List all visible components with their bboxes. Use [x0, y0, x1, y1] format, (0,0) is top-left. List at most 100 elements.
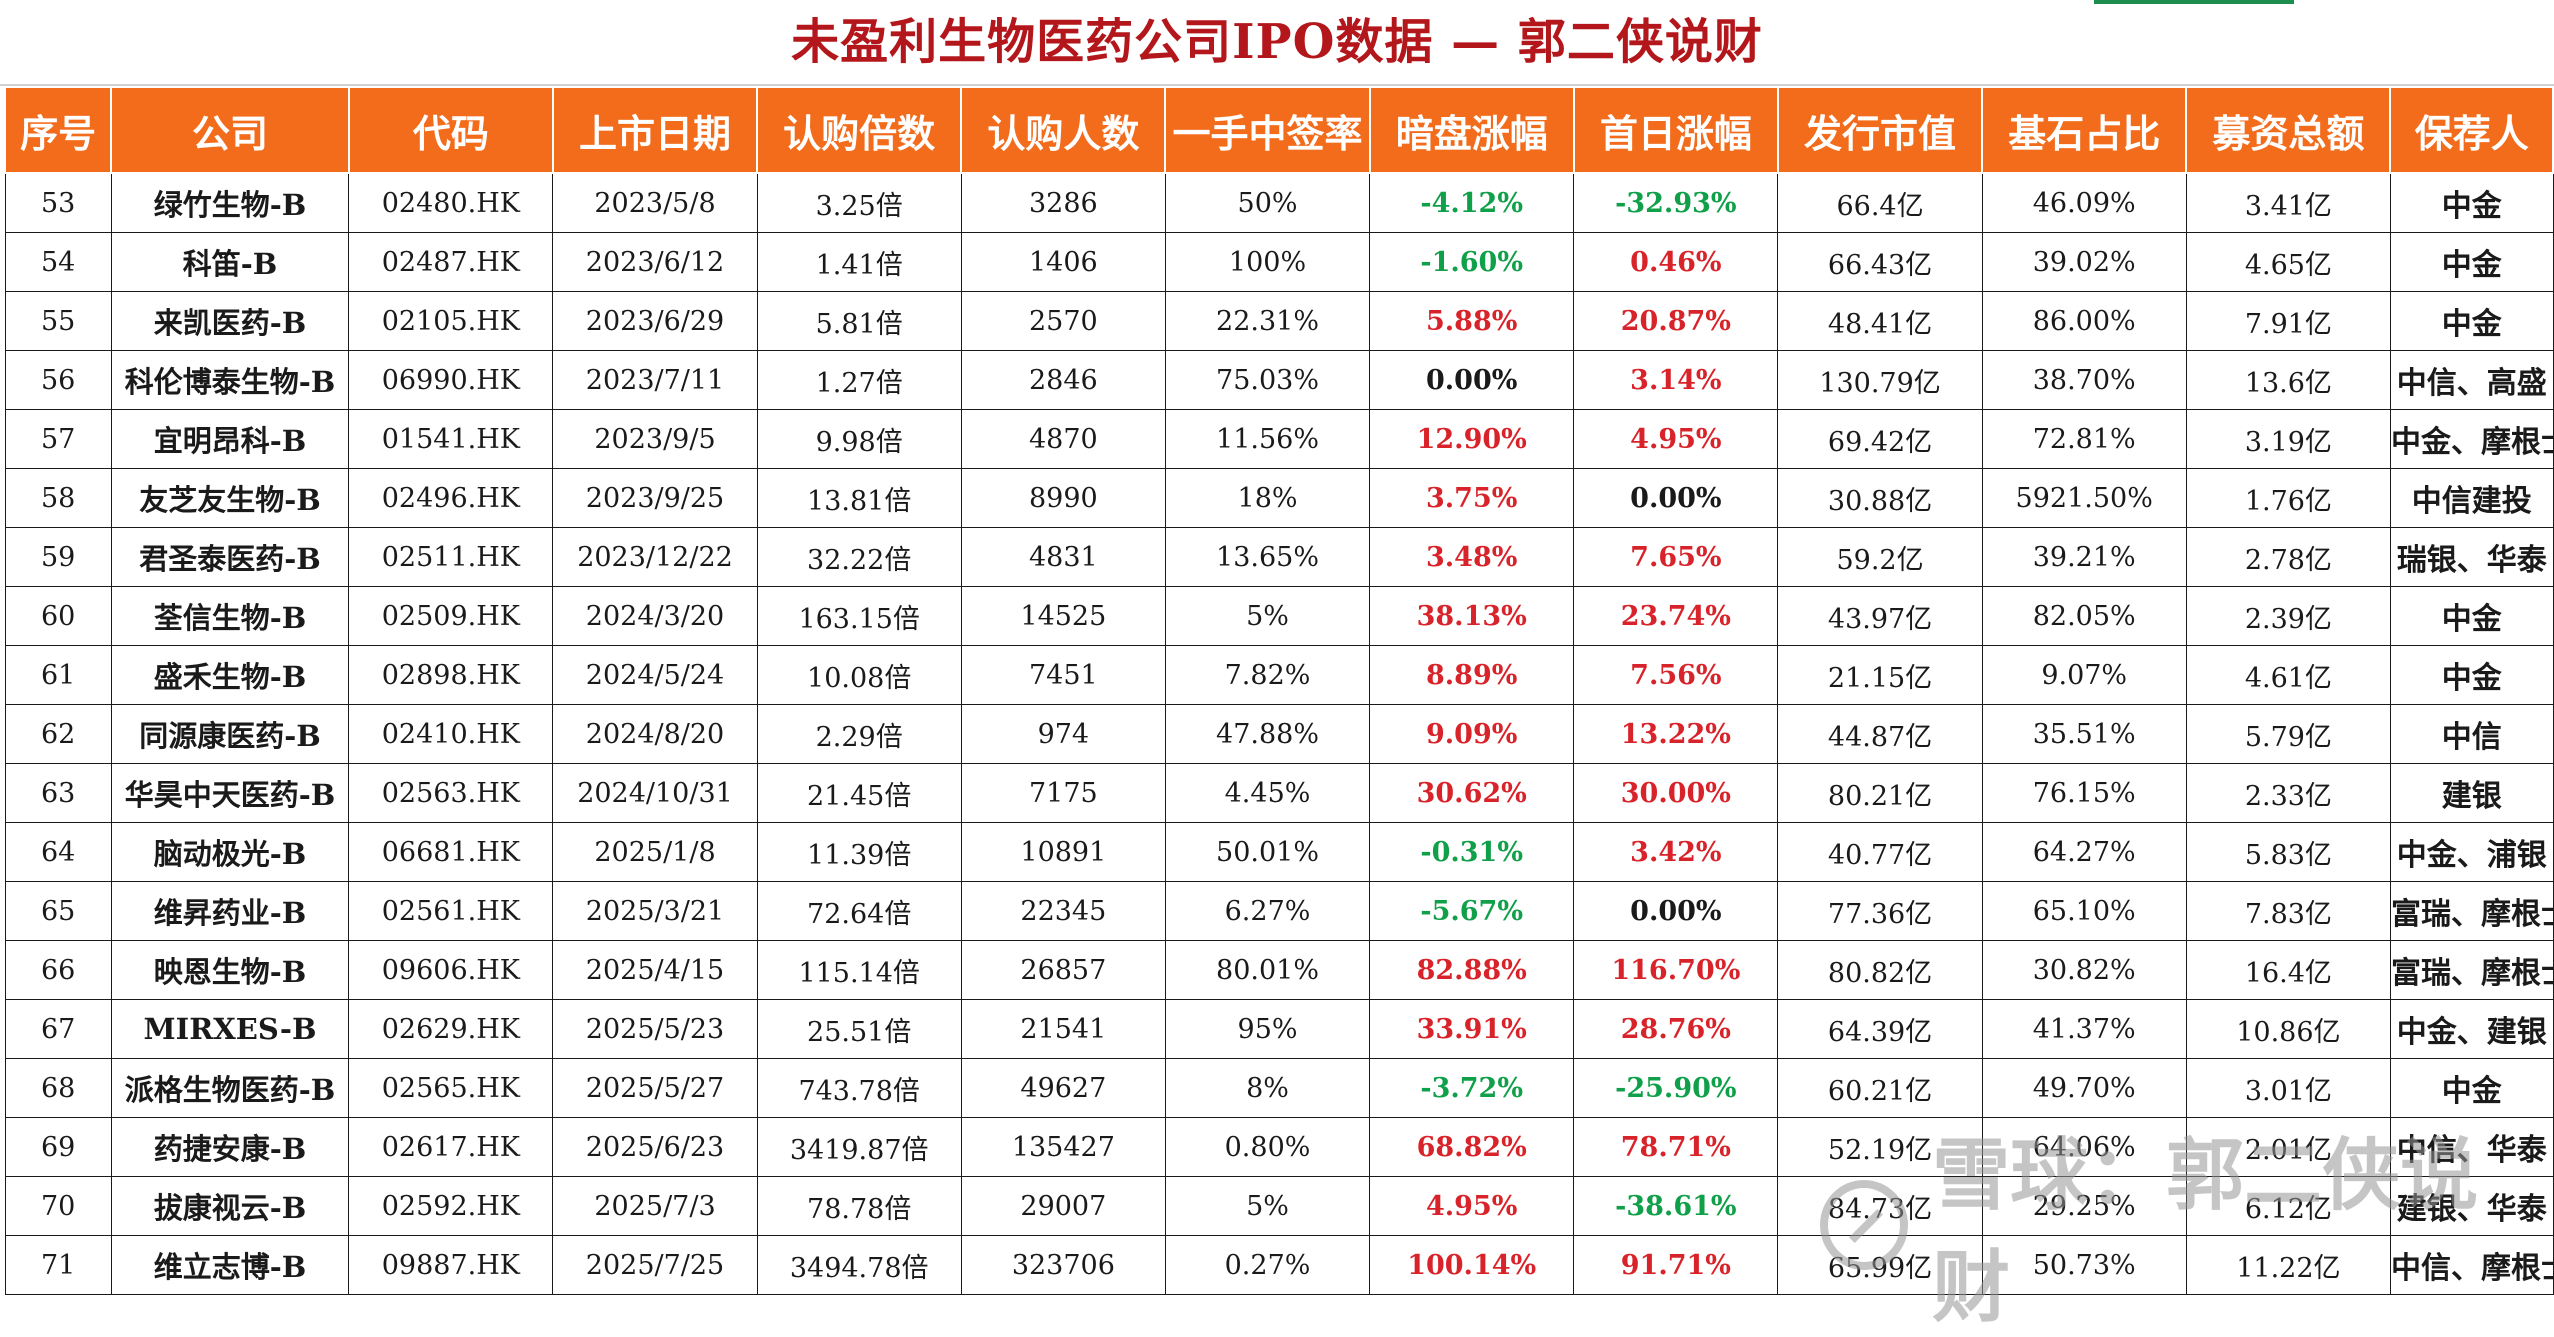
cell-subscriber-count[interactable]: 135427 [960, 1117, 1166, 1177]
cell-code[interactable]: 02487.HK [348, 232, 554, 292]
cell-code[interactable]: 09887.HK [348, 1235, 554, 1295]
cell-first-day-change[interactable]: 0.00% [1573, 468, 1779, 528]
cell-market-cap[interactable]: 40.77亿 [1777, 822, 1983, 882]
cell-first-day-change[interactable]: 78.71% [1573, 1117, 1779, 1177]
cell-listing-date[interactable]: 2023/5/8 [552, 172, 758, 233]
cell-market-cap[interactable]: 77.36亿 [1777, 881, 1983, 941]
cell-grey-market-change[interactable]: -3.72% [1369, 1058, 1575, 1118]
cell-subscriber-count[interactable]: 2846 [960, 350, 1166, 410]
cell-market-cap[interactable]: 48.41亿 [1777, 291, 1983, 351]
cell-funds-raised[interactable]: 16.4亿 [2185, 940, 2391, 1000]
cell-first-day-change[interactable]: 4.95% [1573, 409, 1779, 469]
cell-funds-raised[interactable]: 2.33亿 [2185, 763, 2391, 823]
cell-listing-date[interactable]: 2025/5/23 [552, 999, 758, 1059]
cell-sponsor[interactable]: 中金 [2389, 232, 2554, 292]
table-row[interactable]: 64 脑动极光-B 06681.HK 2025/1/8 11.39倍 10891 50.01… [4, 822, 2554, 882]
cell-one-lot-rate[interactable]: 18% [1164, 468, 1371, 528]
cell-grey-market-change[interactable]: 30.62% [1369, 763, 1575, 823]
cell-market-cap[interactable]: 44.87亿 [1777, 704, 1983, 764]
cell-subscription-multiple[interactable]: 10.08倍 [756, 645, 962, 705]
cell-cornerstone-ratio[interactable]: 41.37% [1981, 999, 2187, 1059]
cell-index[interactable]: 69 [4, 1117, 112, 1177]
cell-one-lot-rate[interactable]: 50% [1164, 172, 1371, 233]
cell-subscription-multiple[interactable]: 2.29倍 [756, 704, 962, 764]
cell-subscriber-count[interactable]: 4831 [960, 527, 1166, 587]
table-row[interactable]: 62 同源康医药-B 02410.HK 2024/8/20 2.29倍 974 47.88%… [4, 704, 2554, 764]
cell-sponsor[interactable]: 中金、建银 [2389, 999, 2554, 1059]
cell-one-lot-rate[interactable]: 80.01% [1164, 940, 1371, 1000]
cell-grey-market-change[interactable]: -1.60% [1369, 232, 1575, 292]
cell-one-lot-rate[interactable]: 47.88% [1164, 704, 1371, 764]
cell-cornerstone-ratio[interactable]: 49.70% [1981, 1058, 2187, 1118]
cell-index[interactable]: 62 [4, 704, 112, 764]
cell-funds-raised[interactable]: 5.79亿 [2185, 704, 2391, 764]
cell-cornerstone-ratio[interactable]: 29.25% [1981, 1176, 2187, 1236]
cell-company[interactable]: 盛禾生物-B [110, 645, 350, 705]
table-row[interactable]: 58 友芝友生物-B 02496.HK 2023/9/25 13.81倍 8990 18% 3… [4, 468, 2554, 528]
cell-funds-raised[interactable]: 2.78亿 [2185, 527, 2391, 587]
cell-funds-raised[interactable]: 3.41亿 [2185, 172, 2391, 233]
cell-one-lot-rate[interactable]: 5% [1164, 586, 1371, 646]
col-header-subscriber-count[interactable]: 认购人数 [960, 86, 1167, 174]
cell-subscriber-count[interactable]: 14525 [960, 586, 1166, 646]
cell-one-lot-rate[interactable]: 4.45% [1164, 763, 1371, 823]
table-row[interactable]: 69 药捷安康-B 02617.HK 2025/6/23 3419.87倍 135427 0… [4, 1117, 2554, 1177]
cell-company[interactable]: MIRXES-B [110, 999, 350, 1059]
cell-market-cap[interactable]: 21.15亿 [1777, 645, 1983, 705]
cell-listing-date[interactable]: 2024/3/20 [552, 586, 758, 646]
table-row[interactable]: 71 维立志博-B 09887.HK 2025/7/25 3494.78倍 323706 0… [4, 1235, 2554, 1295]
cell-first-day-change[interactable]: 91.71% [1573, 1235, 1779, 1295]
cell-index[interactable]: 58 [4, 468, 112, 528]
cell-company[interactable]: 科伦博泰生物-B [110, 350, 350, 410]
cell-code[interactable]: 06990.HK [348, 350, 554, 410]
col-header-market-cap[interactable]: 发行市值 [1776, 86, 1984, 174]
cell-subscription-multiple[interactable]: 5.81倍 [756, 291, 962, 351]
cell-listing-date[interactable]: 2023/12/22 [552, 527, 758, 587]
table-row[interactable]: 60 荃信生物-B 02509.HK 2024/3/20 163.15倍 14525 5% 3… [4, 586, 2554, 646]
cell-market-cap[interactable]: 60.21亿 [1777, 1058, 1983, 1118]
cell-first-day-change[interactable]: 20.87% [1573, 291, 1779, 351]
cell-sponsor[interactable]: 富瑞、摩根士丹利 [2389, 881, 2554, 941]
cell-subscriber-count[interactable]: 10891 [960, 822, 1166, 882]
cell-code[interactable]: 02480.HK [348, 172, 554, 233]
cell-subscription-multiple[interactable]: 11.39倍 [756, 822, 962, 882]
cell-subscriber-count[interactable]: 7451 [960, 645, 1166, 705]
cell-one-lot-rate[interactable]: 11.56% [1164, 409, 1371, 469]
cell-market-cap[interactable]: 80.82亿 [1777, 940, 1983, 1000]
cell-index[interactable]: 67 [4, 999, 112, 1059]
cell-sponsor[interactable]: 中信、高盛 [2389, 350, 2554, 410]
cell-sponsor[interactable]: 中信建投 [2389, 468, 2554, 528]
cell-sponsor[interactable]: 中信 [2389, 704, 2554, 764]
table-row[interactable]: 56 科伦博泰生物-B 06990.HK 2023/7/11 1.27倍 2846 75.0… [4, 350, 2554, 410]
cell-listing-date[interactable]: 2023/6/12 [552, 232, 758, 292]
cell-sponsor[interactable]: 中金 [2389, 586, 2554, 646]
cell-code[interactable]: 02898.HK [348, 645, 554, 705]
cell-first-day-change[interactable]: -32.93% [1573, 172, 1779, 233]
cell-code[interactable]: 02592.HK [348, 1176, 554, 1236]
cell-funds-raised[interactable]: 11.22亿 [2185, 1235, 2391, 1295]
col-header-code[interactable]: 代码 [347, 86, 554, 174]
col-header-cornerstone-ratio[interactable]: 基石占比 [1981, 86, 2188, 174]
cell-first-day-change[interactable]: 3.14% [1573, 350, 1779, 410]
cell-subscription-multiple[interactable]: 115.14倍 [756, 940, 962, 1000]
cell-market-cap[interactable]: 52.19亿 [1777, 1117, 1983, 1177]
cell-cornerstone-ratio[interactable]: 64.27% [1981, 822, 2187, 882]
cell-index[interactable]: 63 [4, 763, 112, 823]
cell-listing-date[interactable]: 2023/7/11 [552, 350, 758, 410]
cell-index[interactable]: 56 [4, 350, 112, 410]
cell-market-cap[interactable]: 43.97亿 [1777, 586, 1983, 646]
cell-index[interactable]: 70 [4, 1176, 112, 1236]
table-row[interactable]: 65 维昇药业-B 02561.HK 2025/3/21 72.64倍 22345 6.27… [4, 881, 2554, 941]
cell-subscriber-count[interactable]: 323706 [960, 1235, 1166, 1295]
cell-first-day-change[interactable]: 116.70% [1573, 940, 1779, 1000]
cell-listing-date[interactable]: 2025/4/15 [552, 940, 758, 1000]
cell-code[interactable]: 02105.HK [348, 291, 554, 351]
cell-market-cap[interactable]: 59.2亿 [1777, 527, 1983, 587]
cell-first-day-change[interactable]: 0.00% [1573, 881, 1779, 941]
cell-one-lot-rate[interactable]: 8% [1164, 1058, 1371, 1118]
cell-grey-market-change[interactable]: -0.31% [1369, 822, 1575, 882]
col-header-first-day-change[interactable]: 首日涨幅 [1572, 86, 1779, 174]
cell-index[interactable]: 57 [4, 409, 112, 469]
cell-funds-raised[interactable]: 5.83亿 [2185, 822, 2391, 882]
table-row[interactable]: 54 科笛-B 02487.HK 2023/6/12 1.41倍 1406 100% -1.6… [4, 232, 2554, 292]
